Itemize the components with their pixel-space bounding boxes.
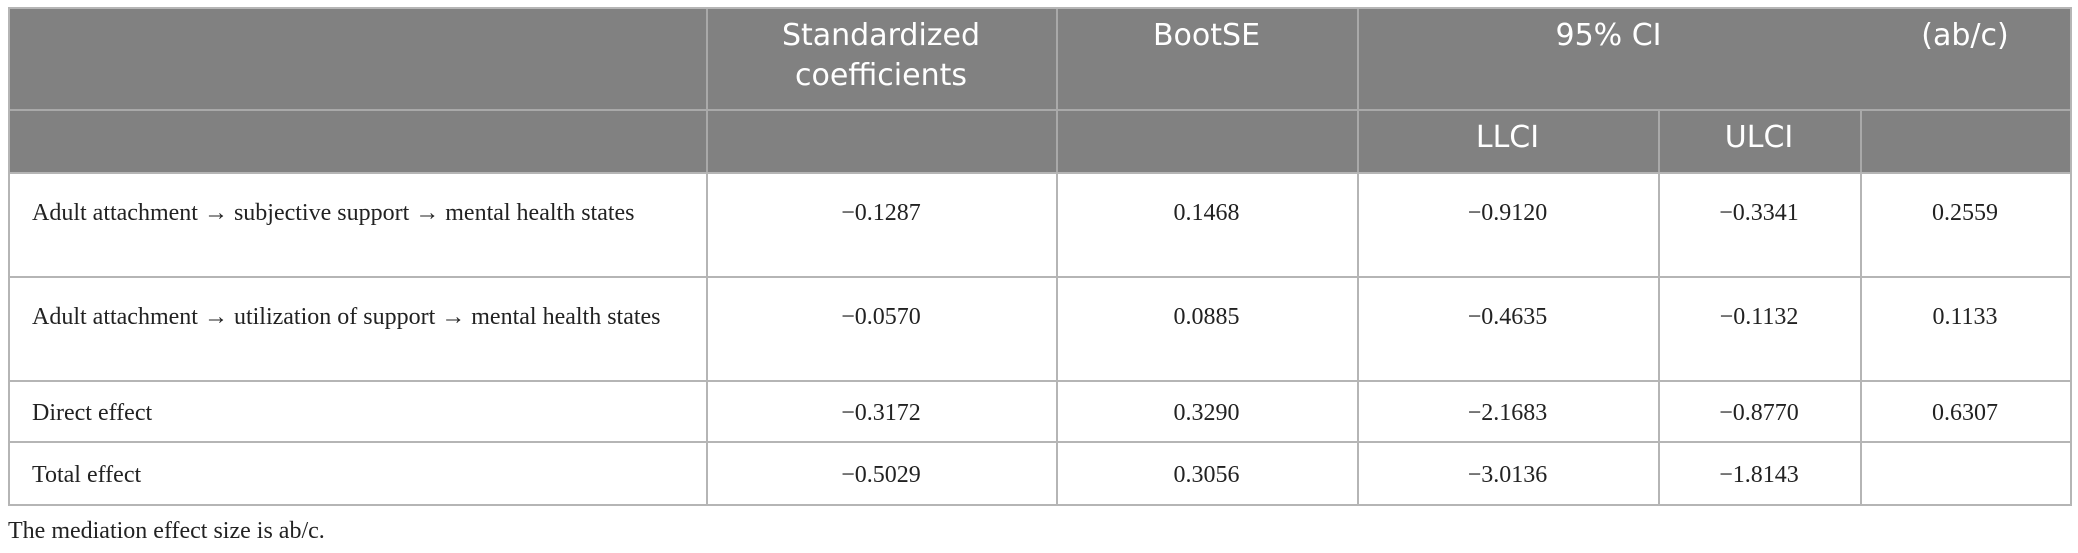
value-cell: 0.1468 bbox=[1173, 200, 1240, 226]
value-cell: −0.3341 bbox=[1719, 200, 1799, 226]
value-cell: 0.6307 bbox=[1932, 399, 1998, 426]
header-divider bbox=[1357, 7, 1359, 109]
row-label: Adult attachment → subjective support → … bbox=[32, 200, 635, 226]
table-note: The mediation effect size is ab/c. bbox=[8, 518, 325, 544]
column-rule bbox=[1658, 172, 1660, 504]
header-divider bbox=[1658, 109, 1660, 172]
column-rule bbox=[1056, 172, 1058, 504]
value-cell: 0.3056 bbox=[1173, 461, 1240, 488]
value-cell: 0.1133 bbox=[1932, 304, 1998, 330]
value-cell: 0.2559 bbox=[1932, 200, 1998, 226]
value-cell: −0.1132 bbox=[1719, 304, 1799, 330]
subheader-cell: LLCI bbox=[1475, 120, 1540, 155]
header-divider bbox=[706, 109, 708, 172]
header-divider bbox=[706, 7, 708, 109]
value-cell: −0.4635 bbox=[1467, 304, 1548, 330]
table-border bbox=[8, 7, 10, 504]
column-rule bbox=[1357, 172, 1359, 504]
row-rule bbox=[8, 172, 2070, 174]
value-cell: −0.1287 bbox=[841, 200, 921, 226]
row-label: Adult attachment → utilization of suppor… bbox=[32, 304, 661, 330]
value-cell: −2.1683 bbox=[1467, 399, 1548, 426]
row-rule bbox=[8, 441, 2070, 443]
row-rule bbox=[8, 276, 2070, 278]
header-cell: BootSE bbox=[1152, 18, 1261, 53]
value-cell: −3.0136 bbox=[1467, 461, 1548, 488]
column-rule bbox=[1860, 172, 1862, 504]
row-label: Direct effect bbox=[32, 399, 153, 426]
header-cell: 95% CI bbox=[1555, 18, 1662, 53]
header-divider bbox=[1860, 109, 1862, 172]
column-rule bbox=[706, 172, 708, 504]
value-cell: −0.3172 bbox=[841, 399, 921, 426]
header-divider bbox=[1056, 109, 1058, 172]
value-cell: 0.3290 bbox=[1173, 399, 1240, 426]
value-cell: −0.5029 bbox=[841, 461, 921, 488]
header-cell: Standardized coefficients bbox=[781, 18, 981, 93]
header-divider bbox=[1056, 7, 1058, 109]
row-rule bbox=[8, 504, 2070, 506]
header-cell: (ab/c) bbox=[1921, 18, 2009, 53]
row-label: Total effect bbox=[32, 461, 142, 488]
value-cell: −0.0570 bbox=[841, 304, 921, 330]
value-cell: 0.0885 bbox=[1173, 304, 1240, 330]
value-cell: −0.9120 bbox=[1467, 200, 1548, 226]
value-cell: −0.8770 bbox=[1719, 399, 1799, 426]
header-background bbox=[8, 7, 2070, 172]
table-border bbox=[8, 7, 2070, 9]
subheader-cell: ULCI bbox=[1724, 120, 1794, 155]
value-cell: −1.8143 bbox=[1719, 461, 1799, 488]
header-divider bbox=[1357, 109, 1359, 172]
header-rule bbox=[8, 109, 2070, 111]
table-border bbox=[2070, 7, 2072, 506]
row-rule bbox=[8, 380, 2070, 382]
